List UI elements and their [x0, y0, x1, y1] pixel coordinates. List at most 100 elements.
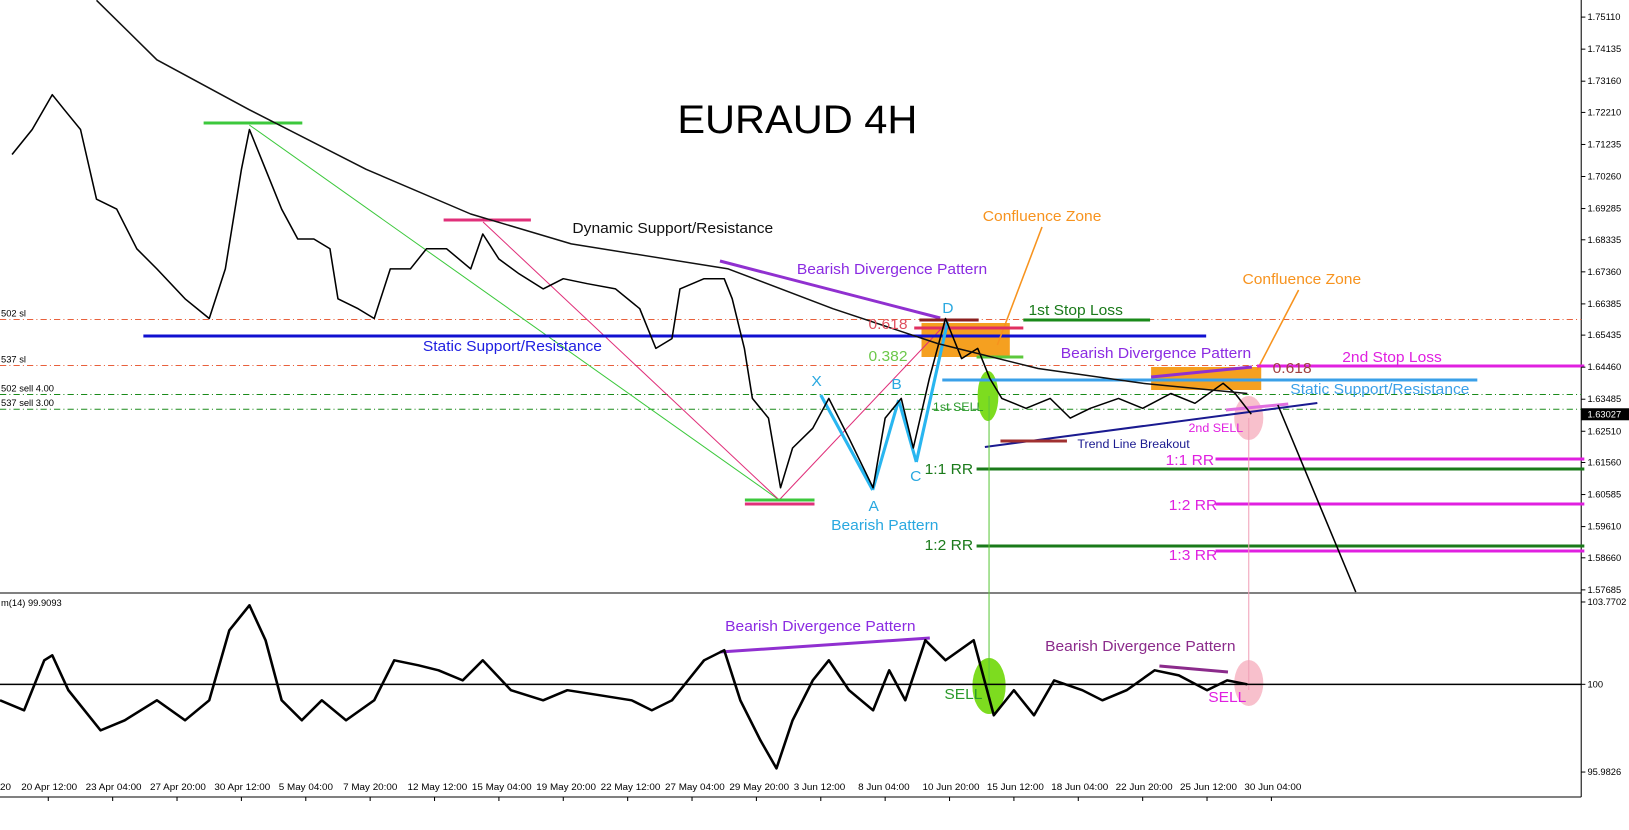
y-tick-label: 1.75110 — [1587, 12, 1620, 22]
x-tick-label: 10 Jun 20:00 — [923, 782, 980, 793]
annotation: 1:3 RR — [1169, 547, 1217, 564]
annotation: 1:2 RR — [925, 537, 973, 554]
last-price-label: 1.63027 — [1587, 409, 1621, 419]
annotation: X — [811, 373, 821, 390]
level-label: 502 sl — [1, 309, 26, 319]
x-tick-label: 18 Jun 04:00 — [1051, 782, 1108, 793]
y-tick-label: 1.61560 — [1587, 458, 1621, 468]
annotation: 1:2 RR — [1169, 497, 1217, 514]
y-tick-label: 1.64460 — [1587, 362, 1621, 372]
annotation: 0.618 — [1273, 360, 1312, 377]
annotation: 1st Stop Loss — [1029, 302, 1124, 319]
annotation-line — [1277, 404, 1357, 593]
annotation-line — [1256, 289, 1300, 371]
x-tick-label: 12 May 12:00 — [408, 782, 468, 793]
x-tick-label: 27 Apr 20:00 — [150, 782, 206, 793]
annotation: 2nd Stop Loss — [1342, 349, 1442, 366]
x-tick-label: 15 May 04:00 — [472, 782, 532, 793]
y-tick-label: 1.67360 — [1587, 267, 1621, 277]
annotation: 2nd SELL — [1189, 421, 1244, 435]
x-tick-label: 22 May 12:00 — [601, 782, 661, 793]
annotation-line — [719, 636, 930, 654]
x-tick-label: 7 May 20:00 — [343, 782, 397, 793]
y-tick-label: 1.71235 — [1587, 140, 1621, 150]
price-line — [0, 604, 1248, 770]
y-tick-label: 95.9826 — [1587, 767, 1621, 777]
annotation: Dynamic Support/Resistance — [572, 220, 773, 237]
annotation: 0.618 — [869, 316, 908, 333]
x-tick-label: 20 — [0, 782, 11, 793]
annotation: 1:1 RR — [925, 461, 973, 478]
x-tick-label: 19 May 20:00 — [536, 782, 596, 793]
x-tick-label: 30 Jun 04:00 — [1244, 782, 1301, 793]
y-tick-label: 1.62510 — [1587, 426, 1621, 436]
y-tick-label: 1.69285 — [1587, 204, 1621, 214]
annotation: C — [910, 468, 921, 485]
y-tick-label: 1.73160 — [1587, 76, 1621, 86]
annotation: Bearish Divergence Pattern — [1045, 638, 1235, 655]
y-tick-label: 1.66385 — [1587, 299, 1621, 309]
x-tick-label: 3 Jun 12:00 — [794, 782, 846, 793]
price-line — [11, 93, 1252, 489]
x-tick-label: 30 Apr 12:00 — [214, 782, 270, 793]
annotation: 1:1 RR — [1166, 452, 1214, 469]
annotation-line — [819, 394, 875, 491]
annotation: Bearish Divergence Pattern — [797, 261, 987, 278]
annotation: Bearish Divergence Pattern — [1061, 345, 1251, 362]
y-tick-label: 1.57685 — [1587, 585, 1621, 595]
y-tick-label: 1.58660 — [1587, 553, 1621, 563]
y-tick-label: 1.59610 — [1587, 522, 1621, 532]
y-tick-label: 1.70260 — [1587, 172, 1621, 182]
y-tick-label: 1.65435 — [1587, 330, 1621, 340]
x-tick-label: 22 Jun 20:00 — [1116, 782, 1173, 793]
level-label: 537 sell 3.00 — [1, 398, 54, 408]
x-tick-label: 8 Jun 04:00 — [858, 782, 910, 793]
annotation-line — [482, 221, 780, 501]
x-tick-label: 29 May 20:00 — [729, 782, 789, 793]
annotation: Trend Line Breakout — [1077, 437, 1190, 451]
annotation-line — [871, 399, 901, 491]
annotation: Confluence Zone — [1243, 271, 1362, 288]
x-tick-label: 20 Apr 12:00 — [21, 782, 77, 793]
x-tick-label: 25 Jun 12:00 — [1180, 782, 1237, 793]
x-tick-label: 23 Apr 04:00 — [86, 782, 142, 793]
y-tick-label: 1.68335 — [1587, 235, 1621, 245]
annotation-line — [996, 226, 1043, 346]
y-tick-label: 1.72210 — [1587, 108, 1621, 118]
level-label: 502 sell 4.00 — [1, 384, 54, 394]
y-tick-label: 100 — [1587, 679, 1603, 689]
annotation: Bearish Pattern — [831, 517, 938, 534]
annotation: SELL — [944, 686, 982, 703]
y-tick-label: 1.60585 — [1587, 490, 1621, 500]
x-tick-label: 5 May 04:00 — [279, 782, 333, 793]
y-tick-label: 103.7702 — [1587, 597, 1626, 607]
annotation-line — [1150, 365, 1253, 379]
price-line — [95, 0, 1248, 395]
y-tick-label: 1.63485 — [1587, 394, 1621, 404]
annotation: 0.382 — [869, 348, 908, 365]
indicator-label: m(14) 99.9093 — [1, 598, 62, 608]
level-label: 537 sl — [1, 355, 26, 365]
chart-title: EURAUD 4H — [677, 97, 917, 142]
annotation: B — [891, 376, 901, 393]
annotation-line — [778, 321, 948, 501]
annotation-line — [719, 259, 941, 320]
annotation: Confluence Zone — [983, 208, 1102, 225]
annotation: Static Support/Resistance — [423, 338, 602, 355]
annotation-line — [1159, 664, 1229, 674]
annotation: D — [942, 300, 953, 317]
annotation: A — [869, 498, 880, 515]
x-tick-label: 15 Jun 12:00 — [987, 782, 1044, 793]
annotation: Static Support/Resistance — [1290, 381, 1469, 398]
y-tick-label: 1.74135 — [1587, 44, 1621, 54]
annotation-line — [249, 124, 780, 501]
last-price-box — [1581, 408, 1629, 421]
annotation: SELL — [1208, 689, 1246, 706]
annotation: 1st SELL — [933, 400, 984, 414]
annotation-line — [897, 399, 918, 463]
x-tick-label: 27 May 04:00 — [665, 782, 725, 793]
annotation: Bearish Divergence Pattern — [725, 618, 915, 635]
